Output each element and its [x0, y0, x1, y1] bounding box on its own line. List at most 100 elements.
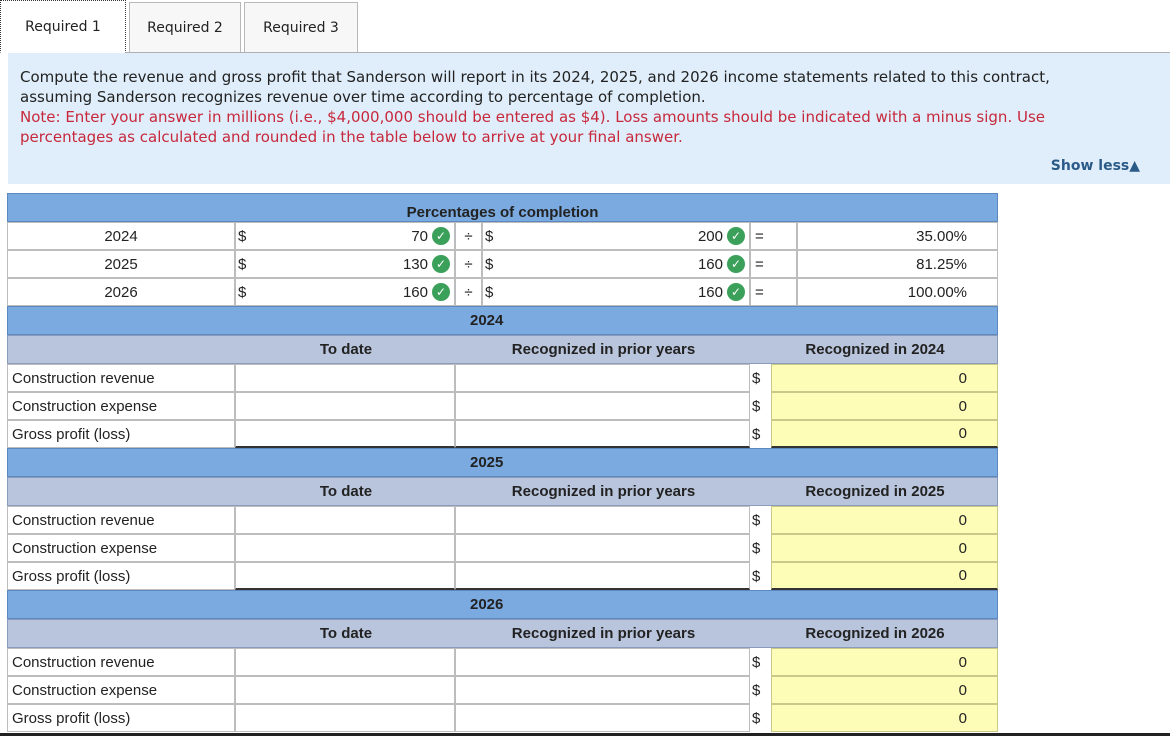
recognized-input[interactable]: 0: [771, 364, 998, 392]
to-date-input[interactable]: [235, 420, 455, 448]
row-label: Construction revenue: [7, 364, 235, 392]
pct-numerator-field[interactable]: $ 130 ✓: [235, 250, 455, 278]
prior-years-input[interactable]: [455, 676, 750, 704]
dollar-sign: $: [485, 255, 494, 273]
row-label: Construction expense: [7, 392, 235, 420]
dollar-sign: $: [752, 397, 761, 415]
section-year-header: 2026: [7, 590, 998, 619]
recognized-input[interactable]: 0: [771, 534, 998, 562]
recognized-input[interactable]: 0: [771, 420, 998, 448]
pct-denominator-field[interactable]: $ 200 ✓: [482, 222, 750, 250]
dollar-sign: $: [238, 283, 247, 301]
page-bottom-border: [0, 733, 1170, 736]
row-label: Construction expense: [7, 534, 235, 562]
to-date-input[interactable]: [235, 704, 455, 732]
check-circle-icon: ✓: [727, 283, 745, 301]
table-row: Construction expense $ 0: [7, 392, 998, 420]
column-header-row: To date Recognized in prior years Recogn…: [7, 335, 998, 364]
to-date-input[interactable]: [235, 648, 455, 676]
row-label: Gross profit (loss): [7, 420, 235, 448]
table-row: Construction expense $ 0: [7, 534, 998, 562]
to-date-input[interactable]: [235, 562, 455, 590]
table-row: Construction revenue $ 0: [7, 506, 998, 534]
table-row: Construction revenue $ 0: [7, 648, 998, 676]
dollar-sign: $: [752, 709, 761, 727]
prior-years-input[interactable]: [455, 562, 750, 590]
prior-years-input[interactable]: [455, 506, 750, 534]
recognized-input[interactable]: 0: [771, 506, 998, 534]
pct-denominator: 160: [697, 283, 723, 301]
tab-required-1[interactable]: Required 1: [0, 0, 126, 53]
check-circle-icon: ✓: [432, 255, 450, 273]
col-recognized: Recognized in 2025: [805, 483, 945, 500]
recognized-input[interactable]: 0: [771, 392, 998, 420]
prior-years-input[interactable]: [455, 648, 750, 676]
prior-years-input[interactable]: [455, 420, 750, 448]
pct-denominator: 200: [697, 227, 723, 245]
prior-years-input[interactable]: [455, 534, 750, 562]
pct-row-2026: 2026 $ 160 ✓ ÷ $ 160 ✓ = 100.00%: [7, 278, 998, 306]
pct-year: 2024: [7, 222, 235, 250]
row-label: Construction revenue: [7, 648, 235, 676]
dollar-sign: $: [752, 425, 761, 443]
dollar-sign: $: [238, 255, 247, 273]
pct-denominator-field[interactable]: $ 160 ✓: [482, 250, 750, 278]
to-date-input[interactable]: [235, 534, 455, 562]
equals-sign: =: [750, 222, 797, 250]
to-date-input[interactable]: [235, 364, 455, 392]
column-header-row: To date Recognized in prior years Recogn…: [7, 619, 998, 648]
check-circle-icon: ✓: [727, 255, 745, 273]
recognized-input[interactable]: 0: [771, 704, 998, 732]
section-year-header: 2024: [7, 306, 998, 335]
show-less-link[interactable]: Show less▲: [1050, 158, 1140, 174]
pct-row-2024: 2024 $ 70 ✓ ÷ $ 200 ✓ = 35.00%: [7, 222, 998, 250]
prior-years-input[interactable]: [455, 704, 750, 732]
col-prior-years: Recognized in prior years: [511, 625, 696, 642]
check-circle-icon: ✓: [727, 227, 745, 245]
table-row: Construction expense $ 0: [7, 676, 998, 704]
dollar-sign: $: [752, 653, 761, 671]
prior-years-input[interactable]: [455, 364, 750, 392]
to-date-input[interactable]: [235, 392, 455, 420]
pct-year: 2026: [7, 278, 235, 306]
section-year: 2025: [470, 454, 504, 471]
pct-numerator: 70: [411, 227, 428, 245]
dollar-sign: $: [752, 369, 761, 387]
pct-row-2025: 2025 $ 130 ✓ ÷ $ 160 ✓ = 81.25%: [7, 250, 998, 278]
pct-denominator-field[interactable]: $ 160 ✓: [482, 278, 750, 306]
dollar-sign: $: [752, 539, 761, 557]
col-prior-years: Recognized in prior years: [511, 341, 696, 358]
section-year-header: 2025: [7, 448, 998, 477]
pct-numerator-field[interactable]: $ 70 ✓: [235, 222, 455, 250]
to-date-input[interactable]: [235, 506, 455, 534]
pct-numerator-field[interactable]: $ 160 ✓: [235, 278, 455, 306]
to-date-input[interactable]: [235, 676, 455, 704]
section-year: 2026: [470, 596, 504, 613]
pct-numerator: 160: [402, 283, 428, 301]
col-to-date: To date: [319, 483, 373, 500]
col-prior-years: Recognized in prior years: [511, 483, 696, 500]
equals-sign: =: [750, 278, 797, 306]
divide-sign: ÷: [455, 250, 482, 278]
row-label: Gross profit (loss): [7, 704, 235, 732]
pct-year: 2025: [7, 250, 235, 278]
recognized-input[interactable]: 0: [771, 648, 998, 676]
pct-numerator: 130: [402, 255, 428, 273]
tab-required-3[interactable]: Required 3: [244, 2, 358, 52]
row-label: Construction revenue: [7, 506, 235, 534]
recognized-input[interactable]: 0: [771, 562, 998, 590]
tab-divider: [0, 52, 1170, 53]
col-to-date: To date: [319, 625, 373, 642]
percentages-title: Percentages of completion: [406, 204, 599, 221]
recognized-input[interactable]: 0: [771, 676, 998, 704]
divide-sign: ÷: [455, 222, 482, 250]
prior-years-input[interactable]: [455, 392, 750, 420]
section-year: 2024: [470, 312, 504, 329]
check-circle-icon: ✓: [432, 227, 450, 245]
percentages-header: Percentages of completion: [7, 193, 998, 222]
tab-required-2[interactable]: Required 2: [129, 2, 241, 52]
instructions-panel: Compute the revenue and gross profit tha…: [8, 53, 1170, 184]
pct-result: 81.25%: [797, 250, 998, 278]
table-row: Gross profit (loss) $ 0: [7, 420, 998, 448]
table-row: Gross profit (loss) $ 0: [7, 704, 998, 732]
